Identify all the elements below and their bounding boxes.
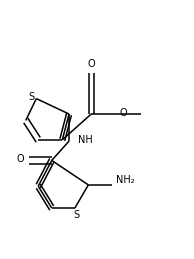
Text: O: O bbox=[87, 59, 95, 69]
Text: NH: NH bbox=[78, 135, 93, 145]
Text: O: O bbox=[119, 108, 127, 118]
Text: NH₂: NH₂ bbox=[116, 175, 135, 185]
Text: S: S bbox=[29, 92, 35, 102]
Text: O: O bbox=[16, 154, 24, 164]
Text: S: S bbox=[74, 210, 80, 220]
